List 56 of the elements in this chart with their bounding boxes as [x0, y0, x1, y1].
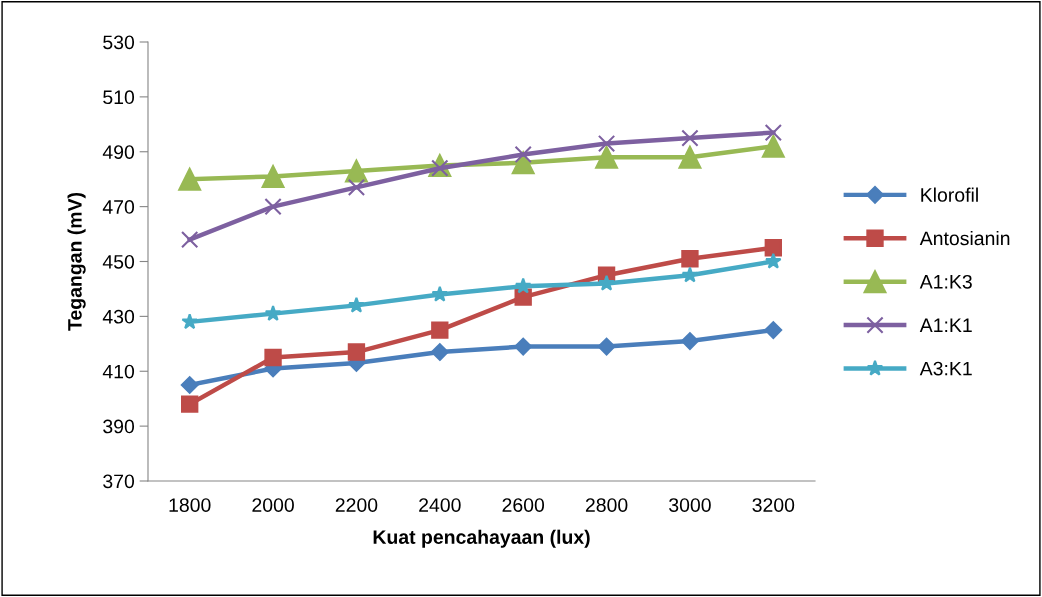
- x-tick-label: 2800: [585, 498, 628, 512]
- point: [598, 274, 615, 291]
- y-axis-title: Tegangan (mV): [67, 192, 86, 331]
- point: [180, 376, 199, 394]
- point: [681, 266, 699, 283]
- x-tick-label: 3200: [752, 498, 795, 512]
- legend-label: Klorofil: [921, 187, 978, 202]
- point: [595, 145, 619, 169]
- x-tick-label: 2000: [252, 498, 294, 512]
- y-tick-label: 530: [103, 35, 135, 50]
- point: [261, 164, 285, 188]
- point: [347, 343, 366, 361]
- y-tick-label: 470: [102, 200, 135, 214]
- y-tick-label: 490: [102, 145, 135, 159]
- point: [597, 337, 616, 356]
- legend-label: A1:K3: [919, 274, 972, 289]
- point: [264, 197, 282, 216]
- point: [348, 296, 365, 313]
- y-tick-label: 370: [103, 474, 135, 489]
- y-tick-label: 510: [103, 90, 135, 105]
- x-tick-label: 1800: [169, 498, 211, 512]
- legend-label: Antosianin: [919, 230, 1010, 246]
- point: [681, 129, 699, 147]
- legend-label: A3:K1: [919, 361, 972, 376]
- point: [264, 304, 282, 321]
- legend-label: A1:K1: [919, 318, 972, 332]
- point: [678, 145, 702, 169]
- point: [681, 332, 699, 350]
- point: [764, 123, 782, 142]
- point: [431, 321, 449, 339]
- point: [181, 395, 199, 413]
- point: [514, 277, 532, 294]
- x-tick-label: 2600: [502, 498, 545, 512]
- point: [764, 321, 783, 339]
- point: [431, 285, 449, 302]
- point: [430, 343, 449, 361]
- point: [597, 134, 616, 153]
- point: [181, 230, 199, 249]
- x-tick-label: 2200: [335, 498, 378, 512]
- point: [764, 239, 782, 257]
- point: [178, 167, 202, 191]
- y-tick-label: 450: [102, 254, 135, 269]
- y-tick-label: 390: [103, 419, 135, 434]
- x-tick-label: 3000: [669, 498, 711, 512]
- point: [181, 313, 198, 330]
- point: [514, 337, 533, 356]
- y-tick-label: 410: [102, 364, 135, 379]
- x-axis-title: Kuat pencahayaan (lux): [373, 529, 590, 548]
- point: [765, 252, 782, 269]
- point: [347, 178, 366, 197]
- y-tick-label: 430: [102, 309, 135, 324]
- x-tick-label: 2400: [419, 498, 461, 512]
- point: [344, 159, 368, 183]
- point: [681, 250, 699, 268]
- point: [264, 348, 282, 367]
- point: [761, 134, 785, 158]
